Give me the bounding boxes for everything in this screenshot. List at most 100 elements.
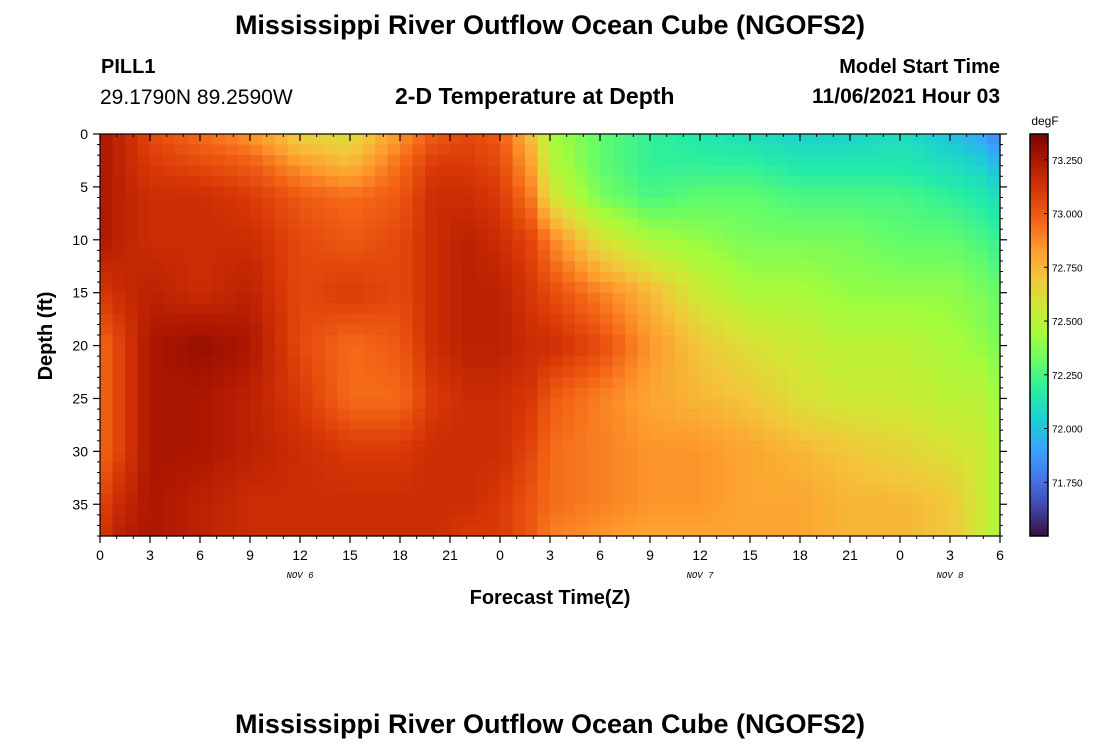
- heatmap-cell: [675, 377, 689, 389]
- heatmap-cell: [362, 176, 376, 188]
- heatmap-cell: [512, 303, 526, 315]
- heatmap-cell: [700, 366, 714, 378]
- heatmap-cell: [125, 229, 139, 241]
- heatmap-cell: [187, 239, 201, 251]
- heatmap-cell: [750, 514, 764, 527]
- heatmap-cell: [637, 419, 651, 431]
- heatmap-cell: [475, 335, 489, 347]
- heatmap-cell: [562, 303, 576, 315]
- heatmap-cell: [275, 282, 289, 294]
- heatmap-cell: [650, 387, 664, 400]
- heatmap-cell: [362, 461, 376, 474]
- heatmap-cell: [587, 451, 601, 463]
- heatmap-cell: [350, 282, 364, 294]
- heatmap-cell: [125, 472, 139, 484]
- heatmap-cell: [675, 229, 689, 241]
- heatmap-cell: [125, 387, 139, 400]
- heatmap-cell: [350, 197, 364, 209]
- heatmap-cell: [775, 176, 789, 188]
- heatmap-cell: [762, 155, 776, 167]
- heatmap-cell: [862, 472, 876, 484]
- heatmap-cell: [675, 218, 689, 230]
- heatmap-cell: [875, 313, 889, 326]
- heatmap-cell: [350, 229, 364, 241]
- heatmap-cell: [800, 282, 814, 294]
- heatmap-cell: [637, 134, 651, 146]
- heatmap-cell: [612, 208, 626, 220]
- heatmap-cell: [812, 282, 826, 294]
- heatmap-cell: [450, 165, 464, 177]
- heatmap-cell: [450, 398, 464, 410]
- heatmap-cell: [737, 451, 751, 463]
- heatmap-cell: [750, 144, 764, 156]
- heatmap-cell: [937, 176, 951, 188]
- heatmap-cell: [625, 186, 639, 199]
- heatmap-cell: [575, 398, 589, 410]
- heatmap-cell: [237, 345, 251, 357]
- heatmap-cell: [850, 504, 864, 516]
- heatmap-cell: [125, 409, 139, 421]
- heatmap-cell: [800, 461, 814, 474]
- heatmap-cell: [225, 176, 239, 188]
- heatmap-cell: [487, 377, 501, 389]
- heatmap-cell: [525, 218, 539, 230]
- heatmap-cell: [687, 239, 701, 251]
- heatmap-cell: [325, 440, 339, 452]
- heatmap-cell: [375, 483, 389, 495]
- heatmap-cell: [300, 165, 314, 177]
- heatmap-cell: [950, 155, 964, 167]
- heatmap-cell: [825, 250, 839, 262]
- heatmap-cell: [187, 176, 201, 188]
- heatmap-cell: [325, 387, 339, 400]
- heatmap-cell: [187, 377, 201, 389]
- heatmap-cell: [937, 409, 951, 421]
- heatmap-cell: [762, 398, 776, 410]
- heatmap-cell: [462, 134, 476, 146]
- heatmap-cell: [912, 239, 926, 251]
- heatmap-cell: [637, 144, 651, 156]
- heatmap-cell: [775, 335, 789, 347]
- heatmap-cell: [162, 155, 176, 167]
- heatmap-cell: [225, 239, 239, 251]
- heatmap-cell: [387, 525, 401, 537]
- heatmap-cell: [612, 493, 626, 505]
- heatmap-cell: [700, 335, 714, 347]
- heatmap-cell: [350, 208, 364, 220]
- heatmap-cell: [487, 409, 501, 421]
- heatmap-cell: [887, 303, 901, 315]
- heatmap-cell: [512, 356, 526, 368]
- heatmap-cell: [162, 208, 176, 220]
- heatmap-cell: [937, 472, 951, 484]
- heatmap-cell: [337, 525, 351, 537]
- heatmap-cell: [587, 419, 601, 431]
- heatmap-cell: [537, 144, 551, 156]
- heatmap-cell: [987, 324, 1001, 336]
- heatmap-cell: [700, 165, 714, 177]
- heatmap-cell: [662, 165, 676, 177]
- heatmap-cell: [200, 398, 214, 410]
- heatmap-cell: [975, 356, 989, 368]
- heatmap-cell: [587, 398, 601, 410]
- heatmap-cell: [512, 282, 526, 294]
- heatmap-cell: [250, 197, 264, 209]
- heatmap-cell: [412, 366, 426, 378]
- heatmap-cell: [737, 165, 751, 177]
- heatmap-cell: [225, 430, 239, 442]
- heatmap-cell: [337, 377, 351, 389]
- heatmap-cell: [887, 440, 901, 452]
- heatmap-cell: [262, 472, 276, 484]
- heatmap-cell: [400, 345, 414, 357]
- heatmap-cell: [237, 271, 251, 283]
- heatmap-cell: [262, 165, 276, 177]
- heatmap-cell: [725, 440, 739, 452]
- heatmap-cell: [650, 144, 664, 156]
- heatmap-cell: [587, 409, 601, 421]
- heatmap-cell: [912, 282, 926, 294]
- heatmap-cell: [962, 282, 976, 294]
- heatmap-cell: [762, 271, 776, 283]
- heatmap-cell: [875, 292, 889, 304]
- heatmap-cell: [837, 218, 851, 230]
- heatmap-cell: [450, 260, 464, 273]
- heatmap-cell: [700, 345, 714, 357]
- heatmap-cell: [837, 271, 851, 283]
